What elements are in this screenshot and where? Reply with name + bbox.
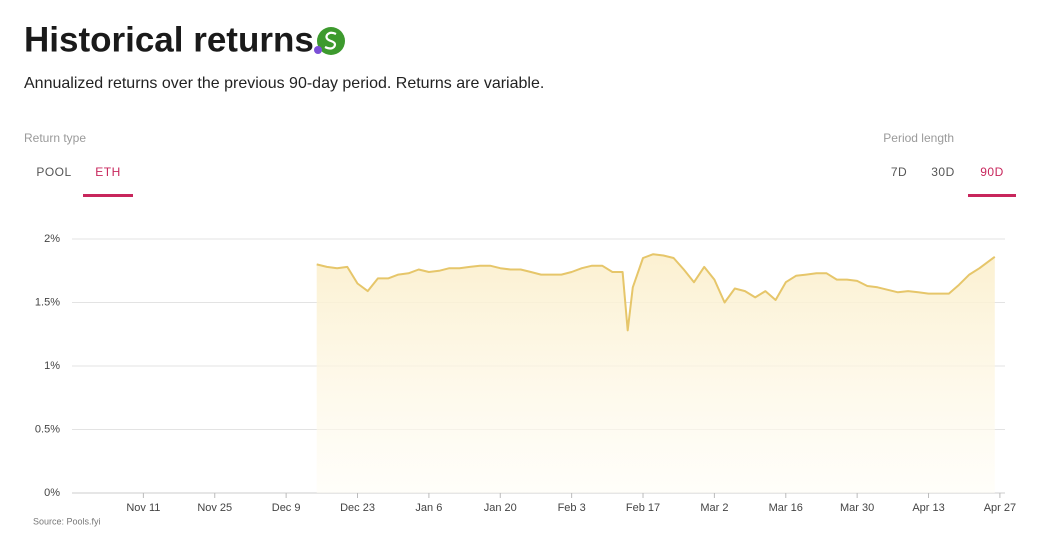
x-tick-label: Nov 25 [197,502,232,514]
source: Source: Pools.fyi [33,516,101,526]
tab[interactable]: ETH [95,165,121,179]
logo-icon [314,27,345,55]
plot: 0% 0.5% 1% 1.5% 2% Nov 11 Nov 25 Dec 9 Dec 23 Jan… [35,233,1016,514]
x-tick-label: Jan 20 [484,502,517,514]
y-tick-label: 0% [44,487,60,499]
period-length-label: Period length [883,131,954,145]
x-tick-label: Apr 13 [912,502,944,514]
y-tick-label: 2% [44,233,60,245]
x-tick-label: Mar 2 [700,502,728,514]
area [316,254,995,493]
x-tick-label: Mar 16 [769,502,803,514]
tab[interactable]: 7D [891,165,907,179]
x-tick-label: Mar 30 [840,502,874,514]
x-tick-label: Feb 17 [626,502,660,514]
x-tick-label: Feb 3 [558,502,586,514]
line [316,253,996,332]
y-tick-label: 0.5% [35,423,60,435]
tab-underline [968,194,1016,197]
subtitle: Annualized returns over the previous 90-… [24,75,544,92]
x-tick-label: Dec 23 [340,502,375,514]
title: Historical returns [24,20,314,59]
x-tick-label: Nov 11 [126,502,160,514]
return-type-label: Return type [24,131,86,145]
x-tick-label: Apr 27 [984,502,1016,514]
y-tick-label: 1% [44,360,60,372]
tab-underline [83,194,133,197]
x-tick-label: Dec 9 [272,502,301,514]
tab[interactable]: 30D [931,165,955,179]
y-tick-label: 1.5% [35,296,60,308]
x-tick-label: Jan 6 [415,502,442,514]
tab[interactable]: 90D [980,165,1004,179]
tabs: POOL ETH 7D 30D 90D [36,165,1016,197]
tab[interactable]: POOL [36,165,71,179]
